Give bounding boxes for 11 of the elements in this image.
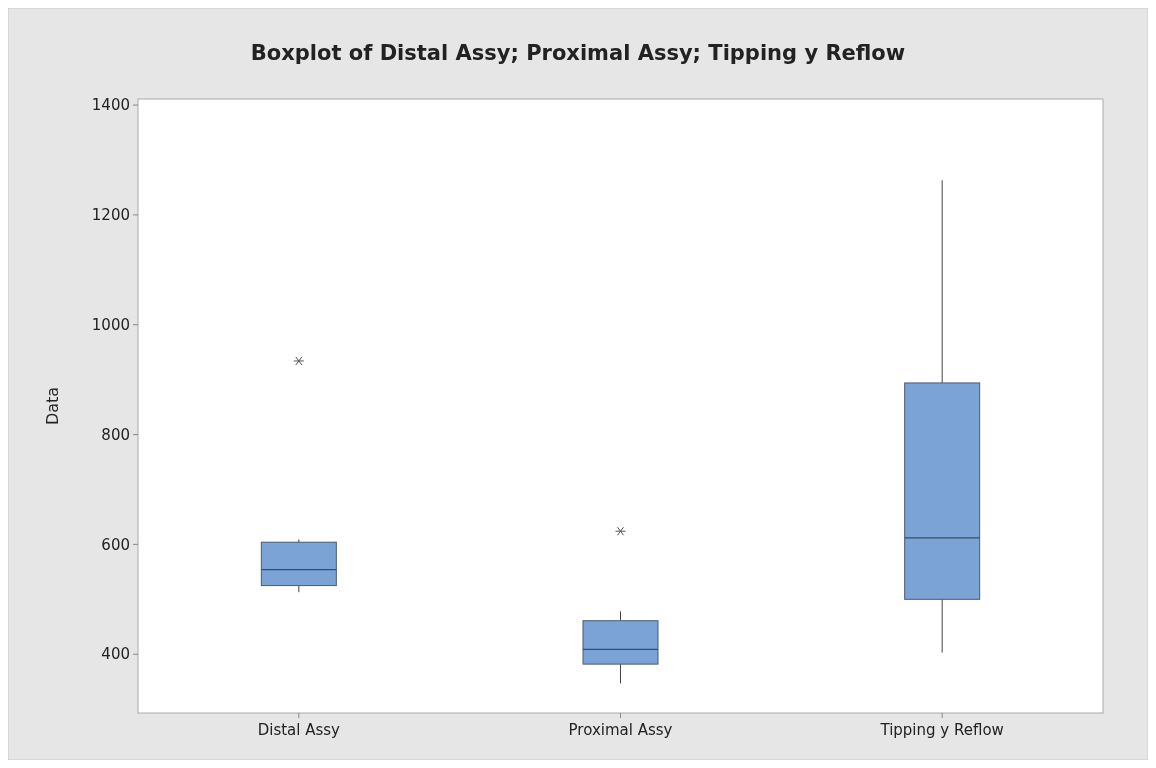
y-tick-label: 600 (101, 535, 130, 554)
y-tick-label: 1200 (91, 206, 130, 225)
x-tick-label: Proximal Assy (568, 721, 673, 739)
chart-title: Boxplot of Distal Assy; Proximal Assy; Tipping y Reflow (250, 41, 906, 65)
y-tick-label: 400 (101, 645, 130, 664)
x-tick-label: Tipping y Reflow (879, 721, 1004, 739)
y-tick-label: 1400 (91, 96, 130, 115)
x-tick-label: Distal Assy (257, 721, 341, 739)
y-axis-title: Data (43, 386, 62, 426)
y-tick-label: 1000 (91, 315, 130, 334)
y-tick-label: 800 (101, 425, 130, 444)
